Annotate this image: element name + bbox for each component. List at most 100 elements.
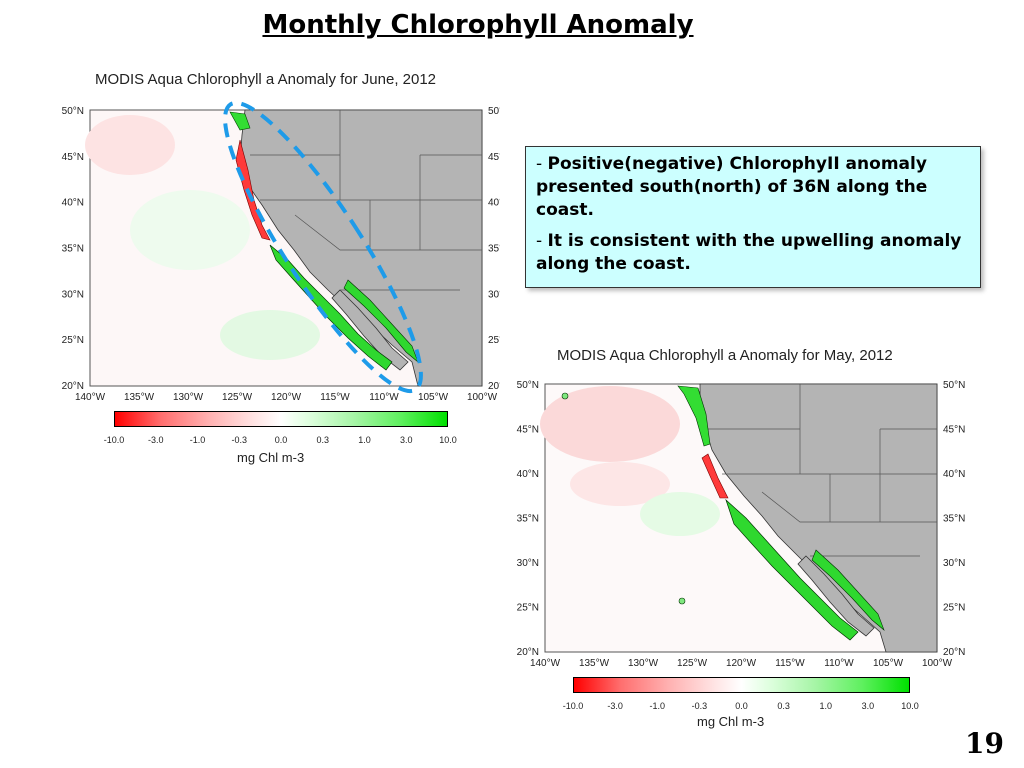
lon-tick-label: 120°W [726, 658, 757, 669]
annotation-box: - Positive(negative) ChlorophyII anomaly… [525, 146, 981, 288]
lat-tick-label: 30°N [62, 289, 84, 300]
lon-tick-label: 125°W [677, 658, 708, 669]
lat-tick-label: 20°N [517, 647, 539, 658]
lon-tick-label: 120°W [271, 392, 302, 403]
colorbar-tick-label: -10.0 [103, 435, 125, 445]
may-map: 50°N 45°N 40°N 35°N 30°N 25°N 20°N 50°N 45°N 40°… [517, 380, 966, 669]
gulf-positive-anomaly [343, 279, 419, 363]
lon-tick-label: 135°W [124, 392, 155, 403]
lon-tick-label: 135°W [579, 658, 610, 669]
lon-tick-label: 100°W [467, 392, 498, 403]
lat-tick-label: 35°N [517, 514, 539, 525]
lat-tick-label: 35°N [62, 244, 84, 255]
state-borders [250, 110, 482, 291]
colorbar-tick-label: -0.3 [231, 435, 247, 445]
bullet-dash: - [536, 154, 543, 174]
colorbar-tick-label: 10.0 [439, 435, 457, 445]
small-positive-spot [561, 392, 569, 400]
gulf-positive-anomaly [811, 549, 885, 631]
lon-tick-label: 100°W [922, 658, 953, 669]
lat-tick-label: 50°N [943, 380, 965, 391]
bullet-text: It is consistent with the upwelling anom… [536, 231, 962, 274]
june-colorbar-units: mg Chl m-3 [237, 450, 305, 465]
offshore-negative-patch [540, 386, 680, 462]
lat-tick-label: 30°N [517, 558, 539, 569]
negative-anomaly-band [701, 453, 729, 499]
lat-tick-label: 50°N [62, 106, 84, 117]
lat-tick-label: 35°N [943, 514, 965, 525]
offshore-positive-patch [640, 492, 720, 536]
lat-tick-label: 40°N [488, 198, 500, 209]
state-borders [705, 384, 937, 557]
lon-tick-label: 125°W [222, 392, 253, 403]
lon-tick-label: 110°W [824, 658, 854, 669]
lat-tick-label: 40°N [943, 469, 965, 480]
lat-tick-label: 30°N [943, 558, 965, 569]
lon-tick-label: 110°W [369, 392, 399, 403]
lat-tick-label: 25°N [62, 335, 84, 346]
lat-tick-label: 40°N [62, 198, 84, 209]
lat-tick-label: 20°N [488, 381, 500, 392]
june-map-title: MODIS Aqua Chlorophyll a Anomaly for Jun… [95, 71, 437, 88]
slide-title: Monthly Chlorophyll Anomaly [262, 10, 694, 40]
lat-tick-label: 45°N [488, 152, 500, 163]
colorbar-tick-label: 10.0 [901, 701, 919, 711]
colorbar-tick-label: -3.0 [147, 435, 164, 445]
lat-tick-label: 40°N [517, 469, 539, 480]
colorbar-tick-label: 1.0 [819, 701, 832, 711]
colorbar-tick-label: -0.3 [691, 701, 708, 711]
colorbar-tick-label: 3.0 [861, 701, 875, 711]
lon-tick-label: 115°W [320, 392, 350, 403]
lon-tick-label: 140°W [75, 392, 106, 403]
lon-tick-label: 130°W [628, 658, 659, 669]
lat-tick-label: 25°N [517, 603, 539, 614]
lat-tick-label: 25°N [943, 603, 965, 614]
bullet-text: Positive(negative) ChlorophyII anomaly p… [536, 154, 928, 220]
lat-tick-label: 45°N [62, 152, 84, 163]
colorbar-tick-label: -10.0 [562, 701, 584, 711]
june-colorbar [114, 411, 448, 427]
baja-peninsula [331, 289, 409, 371]
lat-tick-label: 20°N [62, 381, 84, 392]
bullet-dash: - [536, 231, 543, 251]
colorbar-tick-label: -1.0 [649, 701, 665, 711]
lat-tick-label: 45°N [943, 425, 965, 436]
may-colorbar [573, 677, 910, 693]
colorbar-tick-label: -1.0 [189, 435, 206, 445]
lat-tick-label: 30°N [488, 289, 500, 300]
may-map-title: MODIS Aqua Chlorophyll a Anomaly for May… [557, 347, 893, 364]
colorbar-tick-label: 0.3 [777, 701, 790, 711]
highlight-ellipse [223, 100, 423, 394]
small-positive-spot [678, 597, 686, 605]
lat-tick-label: 50°N [517, 380, 539, 391]
colorbar-tick-label: 3.0 [399, 435, 413, 445]
colorbar-tick-label: 1.0 [358, 435, 371, 445]
annotation-bullet-1: - Positive(negative) ChlorophyII anomaly… [536, 153, 970, 222]
lat-tick-label: 25°N [488, 335, 500, 346]
lon-tick-label: 115°W [775, 658, 805, 669]
offshore-positive-patch-2 [220, 310, 320, 360]
positive-anomaly-band-south [725, 498, 859, 641]
colorbar-tick-label: 0.3 [316, 435, 329, 445]
colorbar-tick-label: 0.0 [735, 701, 748, 711]
lat-tick-label: 45°N [517, 425, 539, 436]
lon-tick-label: 140°W [530, 658, 561, 669]
lat-tick-label: 50°N [488, 106, 500, 117]
lat-tick-label: 35°N [488, 244, 500, 255]
lon-tick-label: 105°W [418, 392, 449, 403]
colorbar-tick-label: -3.0 [607, 701, 623, 711]
annotation-bullet-2: - It is consistent with the upwelling an… [536, 230, 970, 276]
colorbar-tick-label: 0.0 [274, 435, 288, 445]
offshore-negative-patch-2 [570, 462, 670, 506]
offshore-positive-patch [130, 190, 250, 270]
may-colorbar-units: mg Chl m-3 [697, 714, 765, 729]
offshore-negative-patch [85, 115, 175, 175]
positive-anomaly-band-north [677, 385, 711, 447]
page-number: 19 [965, 727, 1004, 760]
lon-tick-label: 105°W [873, 658, 904, 669]
positive-anomaly-band-north [229, 111, 251, 131]
lat-tick-label: 20°N [943, 647, 965, 658]
june-map: 50°N 45°N 40°N 35°N 30°N 25°N 20°N 50°N 45°N 40°… [62, 100, 500, 403]
positive-anomaly-band-south [269, 244, 393, 371]
baja-peninsula [797, 555, 875, 637]
